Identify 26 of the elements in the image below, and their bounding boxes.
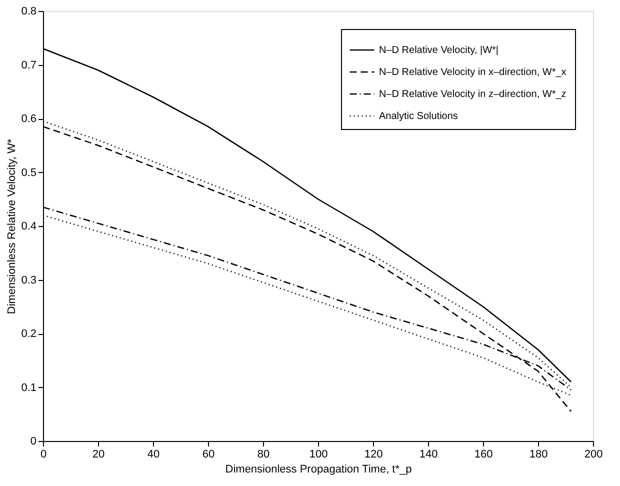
x-tick-label: 20 — [92, 448, 105, 460]
legend-label: Analytic Solutions — [379, 111, 458, 122]
x-tick-label: 120 — [364, 448, 383, 460]
x-tick-label: 100 — [309, 448, 328, 460]
y-axis-title: Dimensionless Relative Velocity, W* — [6, 138, 18, 314]
x-tick-label: 140 — [419, 448, 438, 460]
x-tick-label: 200 — [584, 448, 603, 460]
y-tick-label: 0.2 — [21, 328, 36, 340]
legend-label: N–D Relative Velocity in x–direction, W*_x — [379, 67, 566, 78]
y-tick-label: 0.6 — [21, 113, 36, 125]
y-tick-label: 0.8 — [21, 6, 36, 18]
y-tick-label: 0.4 — [21, 220, 36, 232]
y-tick-label: 0 — [30, 436, 36, 448]
y-tick-label: 0.5 — [21, 166, 36, 179]
legend-label: N–D Relative Velocity in z–direction, W*_z — [379, 89, 566, 100]
y-tick-label: 0.1 — [21, 382, 36, 394]
x-tick-label: 40 — [147, 448, 160, 460]
x-tick-label: 160 — [474, 448, 493, 460]
x-tick-label: 0 — [40, 448, 47, 460]
x-tick-label: 80 — [257, 448, 270, 460]
x-tick-label: 180 — [529, 448, 548, 460]
legend-label: N–D Relative Velocity, |W*| — [379, 45, 498, 56]
y-tick-label: 0.7 — [21, 59, 36, 72]
x-axis-title: Dimensionless Propagation Time, t*_p — [225, 464, 412, 476]
y-tick-label: 0.3 — [21, 274, 36, 286]
x-tick-label: 60 — [202, 448, 215, 460]
